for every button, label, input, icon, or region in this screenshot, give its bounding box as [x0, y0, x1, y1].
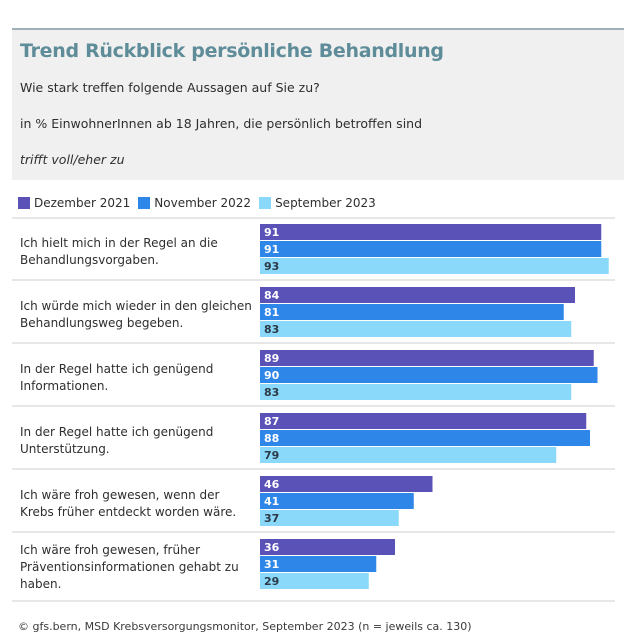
bar — [260, 493, 414, 509]
bar-value-label: 88 — [264, 432, 279, 445]
bar-value-label: 89 — [264, 352, 279, 365]
bar — [260, 350, 594, 366]
bar — [260, 447, 557, 463]
legend-item-september-2023: September 2023 — [259, 196, 376, 210]
bar — [260, 287, 575, 303]
bar-value-label: 91 — [264, 243, 279, 256]
bar — [260, 556, 377, 572]
bar-value-label: 93 — [264, 260, 279, 273]
category-label: Ich würde mich wieder in den gleichen Be… — [20, 299, 252, 330]
bar-value-label: 87 — [264, 415, 279, 428]
bar-value-label: 83 — [264, 386, 279, 399]
bar-value-label: 31 — [264, 558, 279, 571]
legend-label: Dezember 2021 — [34, 196, 131, 210]
category-label: In der Regel hatte ich genügend Informat… — [20, 362, 214, 393]
bar — [260, 384, 572, 400]
bar — [260, 258, 609, 274]
chart-legend: Dezember 2021 November 2022 September 20… — [18, 196, 384, 210]
chart-source: © gfs.bern, MSD Krebsversorgungsmonitor,… — [18, 620, 472, 633]
legend-swatch — [18, 197, 30, 209]
bar — [260, 510, 399, 526]
bar — [260, 321, 572, 337]
bar-value-label: 79 — [264, 449, 279, 462]
bar — [260, 241, 602, 257]
chart-header: Trend Rückblick persönliche Behandlung W… — [12, 28, 624, 180]
bar-value-label: 41 — [264, 495, 279, 508]
bar — [260, 304, 564, 320]
category-label: Ich wäre froh gewesen, wenn der Krebs fr… — [20, 488, 237, 519]
bar — [260, 224, 602, 240]
bar-value-label: 46 — [264, 478, 280, 491]
bar-value-label: 37 — [264, 512, 279, 525]
chart-population: in % EinwohnerInnen ab 18 Jahren, die pe… — [20, 116, 423, 131]
bar-value-label: 84 — [264, 289, 280, 302]
legend-swatch — [138, 197, 151, 209]
category-label: Ich wäre froh gewesen, früher Prävention… — [20, 543, 239, 591]
bar-value-label: 90 — [264, 369, 280, 382]
bar — [260, 476, 433, 492]
chart-title: Trend Rückblick persönliche Behandlung — [20, 40, 444, 62]
category-label: Ich hielt mich in der Regel an die Behan… — [20, 236, 218, 267]
bar-value-label: 29 — [264, 575, 279, 588]
bar — [260, 430, 590, 446]
legend-swatch — [259, 197, 272, 209]
bar-value-label: 91 — [264, 226, 279, 239]
legend-label: November 2022 — [154, 196, 252, 210]
legend-label: September 2023 — [275, 196, 376, 210]
bar-value-label: 81 — [264, 306, 279, 319]
legend-item-november-2022: November 2022 — [138, 196, 251, 210]
category-label: In der Regel hatte ich genügend Unterstü… — [20, 425, 214, 456]
bar — [260, 367, 598, 383]
chart-question: Wie stark treffen folgende Aussagen auf … — [20, 80, 320, 95]
bar — [260, 573, 369, 589]
legend-item-dezember-2021: Dezember 2021 — [18, 196, 130, 210]
chart-measure: trifft voll/eher zu — [20, 152, 125, 167]
bar-value-label: 36 — [264, 541, 280, 554]
bar — [260, 539, 395, 555]
bar — [260, 413, 587, 429]
bar-value-label: 83 — [264, 323, 279, 336]
